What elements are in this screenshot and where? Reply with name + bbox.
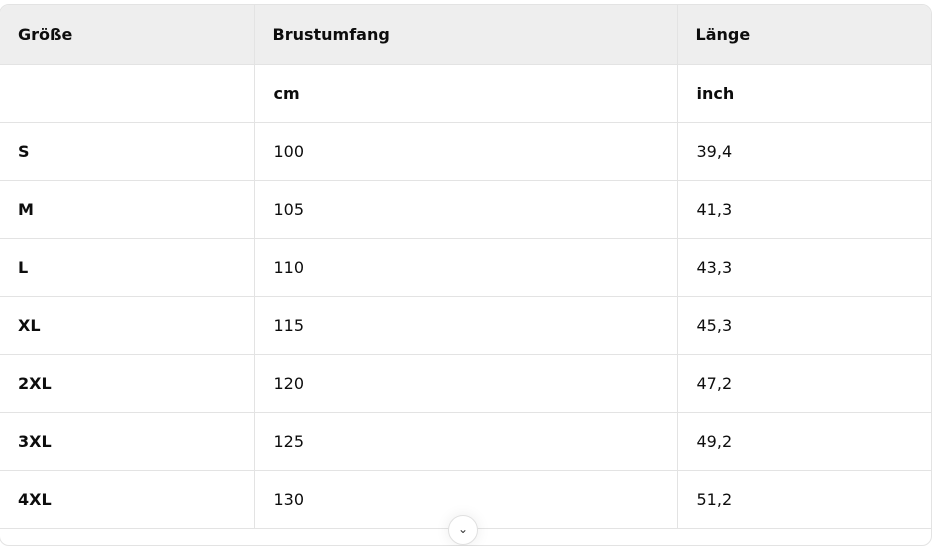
length-cell: 39,4 <box>677 122 931 181</box>
units-row: cm inch <box>0 64 931 123</box>
chest-cell: 125 <box>254 412 678 471</box>
length-cell: 51,2 <box>677 470 931 529</box>
unit-cell: cm <box>254 64 678 123</box>
length-cell: 47,2 <box>677 354 931 413</box>
length-cell: 43,3 <box>677 238 931 297</box>
table-row: 2XL 120 47,2 <box>0 354 931 413</box>
size-cell: XL <box>0 296 255 355</box>
size-cell: M <box>0 180 255 239</box>
header-groesse: Größe <box>0 5 255 65</box>
length-cell: 41,3 <box>677 180 931 239</box>
unit-cell: inch <box>677 64 931 123</box>
chest-cell: 115 <box>254 296 678 355</box>
table-row: 3XL 125 49,2 <box>0 412 931 471</box>
header-laenge: Länge <box>677 5 931 65</box>
table-row: M 105 41,3 <box>0 180 931 239</box>
table-row: 4XL 130 51,2 <box>0 470 931 529</box>
header-row: Größe Brustumfang Länge <box>0 5 931 65</box>
size-cell: 2XL <box>0 354 255 413</box>
chest-cell: 100 <box>254 122 678 181</box>
size-cell: 4XL <box>0 470 255 529</box>
scroll-down-button[interactable]: ⌄ <box>448 515 478 545</box>
chest-cell: 105 <box>254 180 678 239</box>
size-table-container: Größe Brustumfang Länge cm inch S 100 39,4… <box>0 4 932 546</box>
table-row: L 110 43,3 <box>0 238 931 297</box>
size-cell: S <box>0 122 255 181</box>
length-cell: 49,2 <box>677 412 931 471</box>
length-cell: 45,3 <box>677 296 931 355</box>
chest-cell: 120 <box>254 354 678 413</box>
header-brustumfang: Brustumfang <box>254 5 678 65</box>
table-row: XL 115 45,3 <box>0 296 931 355</box>
size-cell: L <box>0 238 255 297</box>
size-cell: 3XL <box>0 412 255 471</box>
chest-cell: 110 <box>254 238 678 297</box>
unit-cell <box>0 64 255 123</box>
chevron-down-icon: ⌄ <box>457 522 469 536</box>
table-row: S 100 39,4 <box>0 122 931 181</box>
size-table: Größe Brustumfang Länge cm inch S 100 39,4… <box>0 5 931 529</box>
